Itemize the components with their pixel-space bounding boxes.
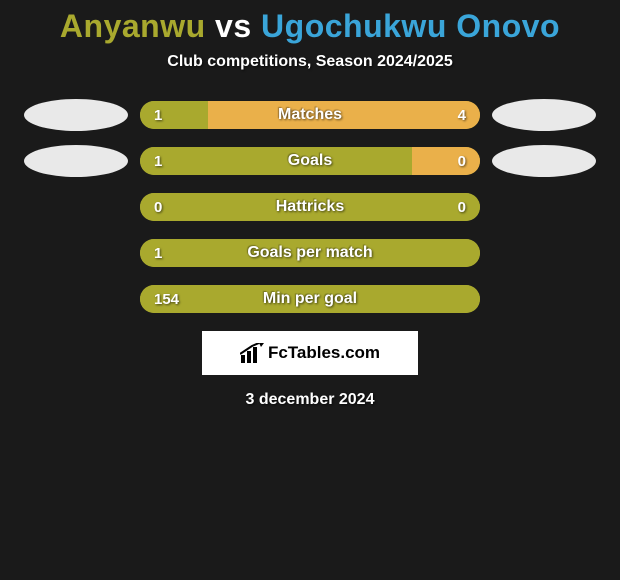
subtitle: Club competitions, Season 2024/2025 xyxy=(0,53,620,71)
stat-rows: Matches14 Goals10 Hattricks00 Goals per mat… xyxy=(0,101,620,313)
brand-text: FcTables.com xyxy=(268,343,380,363)
comparison-widget: Anyanwu vs Ugochukwu Onovo Club competit… xyxy=(0,0,620,409)
stat-bar: Goals per match1 xyxy=(140,239,480,267)
bar-left-segment xyxy=(140,147,412,175)
bar-left-segment xyxy=(140,101,208,129)
stat-row: Goals per match1 xyxy=(0,239,620,267)
page-title: Anyanwu vs Ugochukwu Onovo xyxy=(0,8,620,45)
player1-badge xyxy=(24,145,128,177)
date-text: 3 december 2024 xyxy=(0,391,620,409)
player2-badge xyxy=(492,145,596,177)
chart-icon xyxy=(240,343,264,363)
player1-badge xyxy=(24,99,128,131)
vs-text: vs xyxy=(215,8,252,44)
player1-name: Anyanwu xyxy=(60,8,206,44)
bar-right-segment xyxy=(412,147,480,175)
player2-badge xyxy=(492,99,596,131)
player2-name: Ugochukwu Onovo xyxy=(261,8,560,44)
stat-bar: Goals10 xyxy=(140,147,480,175)
stat-row: Matches14 xyxy=(0,101,620,129)
stat-bar: Hattricks00 xyxy=(140,193,480,221)
bar-left-segment xyxy=(140,285,480,313)
stat-bar: Min per goal154 xyxy=(140,285,480,313)
bar-left-segment xyxy=(140,193,480,221)
stat-row: Goals10 xyxy=(0,147,620,175)
stat-bar: Matches14 xyxy=(140,101,480,129)
bar-right-segment xyxy=(208,101,480,129)
stat-row: Min per goal154 xyxy=(0,285,620,313)
bar-left-segment xyxy=(140,239,480,267)
brand-box[interactable]: FcTables.com xyxy=(202,331,418,375)
stat-row: Hattricks00 xyxy=(0,193,620,221)
